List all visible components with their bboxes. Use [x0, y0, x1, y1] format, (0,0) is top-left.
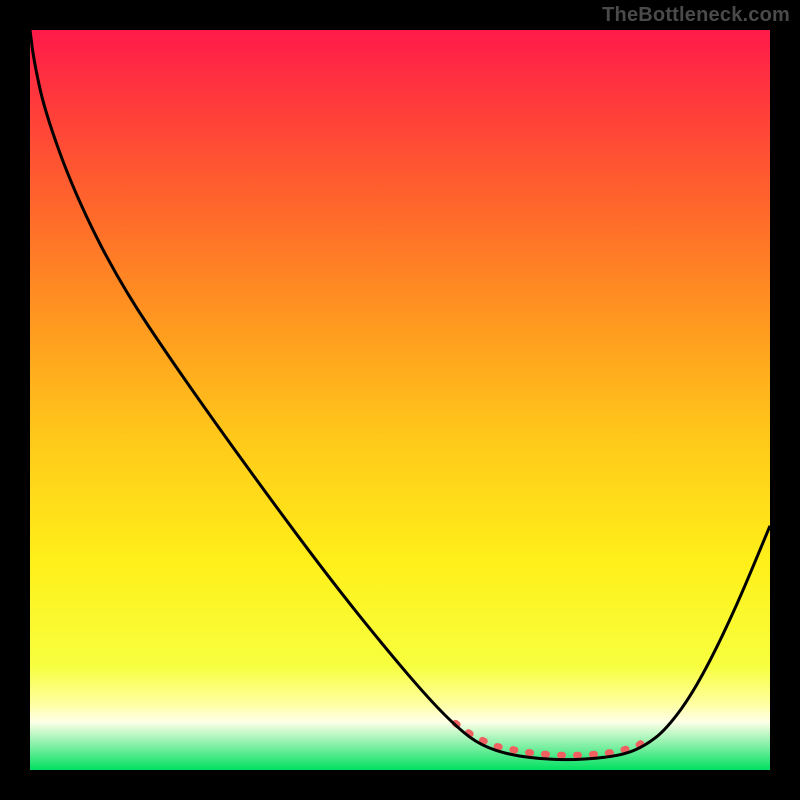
plot-area: [30, 30, 770, 770]
plot-svg: [30, 30, 770, 770]
gradient-background: [30, 30, 770, 770]
chart-frame: TheBottleneck.com: [0, 0, 800, 800]
watermark-text: TheBottleneck.com: [602, 4, 790, 27]
